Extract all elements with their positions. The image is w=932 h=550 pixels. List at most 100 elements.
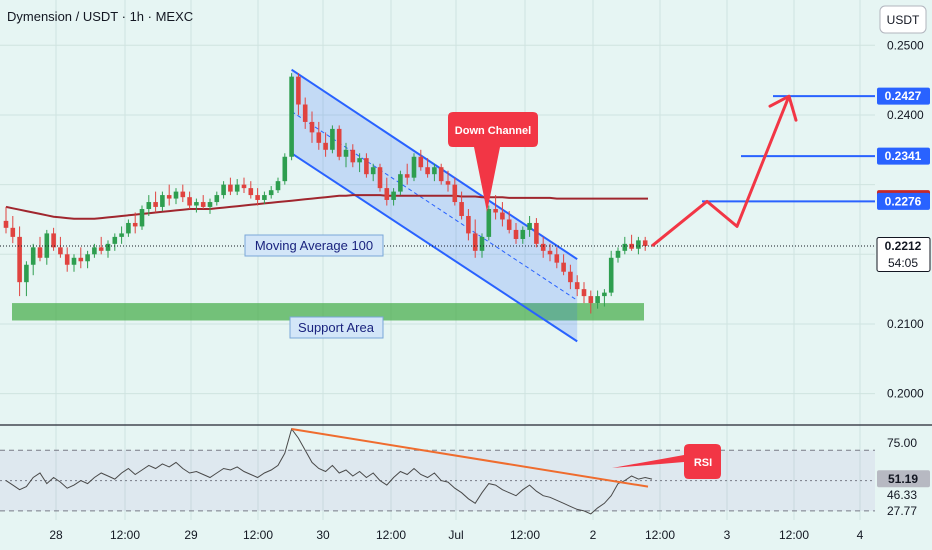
candle-body xyxy=(642,240,648,246)
time-tick-label: Jul xyxy=(448,528,463,542)
candle-body xyxy=(561,262,566,272)
time-tick-label: 29 xyxy=(184,528,198,542)
candle-body xyxy=(500,212,505,220)
candle-body xyxy=(404,174,410,178)
candle xyxy=(636,236,641,255)
candle-body xyxy=(160,195,165,207)
candle xyxy=(187,191,192,210)
candle xyxy=(438,163,444,185)
candle-body xyxy=(234,184,240,192)
candle-body xyxy=(588,296,594,304)
down-channel-callout-label: Down Channel xyxy=(455,125,531,137)
candle xyxy=(194,198,199,213)
candle xyxy=(323,132,328,157)
candle-body xyxy=(194,202,199,206)
candle-body xyxy=(214,195,220,203)
candle xyxy=(85,250,90,269)
candle xyxy=(30,243,36,276)
support-zone-rect xyxy=(12,303,644,321)
rsi-callout-label: RSI xyxy=(694,457,712,469)
support-annotation-box xyxy=(289,316,384,339)
price-tick-label: 0.2100 xyxy=(887,317,924,331)
candle-body xyxy=(221,184,226,196)
support-area-zone xyxy=(12,303,644,321)
candle-body xyxy=(398,174,403,192)
candle-body xyxy=(466,215,471,234)
candle xyxy=(486,205,492,241)
candle-body xyxy=(112,236,118,244)
candle-body xyxy=(493,209,498,213)
candle-body xyxy=(173,191,179,199)
candle-body xyxy=(438,167,444,182)
rsi-callout xyxy=(612,444,721,479)
candle xyxy=(472,219,478,258)
candle xyxy=(139,205,145,230)
candle xyxy=(64,247,70,272)
candle xyxy=(207,198,213,214)
time-tick-label: 28 xyxy=(49,528,63,542)
candle xyxy=(425,158,430,178)
candle-body xyxy=(547,250,553,255)
candle xyxy=(404,163,410,185)
candle xyxy=(608,250,614,297)
candle-body xyxy=(445,181,451,185)
rsi-pane xyxy=(0,427,875,515)
price-tag: 0.2427 xyxy=(877,87,930,105)
candle xyxy=(98,236,104,255)
candle xyxy=(595,290,600,309)
candle-body xyxy=(343,149,349,157)
candle xyxy=(642,236,648,251)
candle xyxy=(234,179,240,196)
candle-body xyxy=(595,296,600,304)
candle-body xyxy=(289,76,294,157)
candle-body xyxy=(153,202,158,207)
candle-body xyxy=(268,190,274,196)
candle-body xyxy=(51,233,56,248)
candle xyxy=(248,181,254,199)
candle xyxy=(275,177,281,193)
candle-body xyxy=(622,243,628,251)
candle xyxy=(534,218,539,248)
candle-body xyxy=(350,149,356,163)
candle-body xyxy=(262,195,267,200)
price-axis[interactable]: 0.2500 0.2400 0.2100 0.2000 0.2427 0.2341 0.22… xyxy=(876,38,931,518)
candle-body xyxy=(574,282,580,290)
candle-body xyxy=(568,271,573,283)
moving-average-100 xyxy=(5,194,648,220)
rsi-current-box xyxy=(877,470,930,488)
candle-body xyxy=(200,202,206,207)
candle-body xyxy=(377,167,383,189)
ma100-line xyxy=(5,194,648,220)
candle-body xyxy=(105,243,111,251)
down-channel-callout xyxy=(448,112,538,212)
candle-body xyxy=(506,219,512,230)
ma-annotation-box xyxy=(244,234,384,257)
currency-badge[interactable]: USDT xyxy=(879,5,927,34)
price-tick-label: 0.2000 xyxy=(887,387,924,401)
candle xyxy=(51,227,56,251)
candle xyxy=(398,170,403,196)
candle xyxy=(493,195,498,220)
candle xyxy=(506,211,512,234)
price-tag: 0.2276 xyxy=(877,192,930,210)
candle-body xyxy=(357,158,362,163)
candle-body xyxy=(608,257,614,293)
candle-body xyxy=(126,222,131,234)
currency-label: USDT xyxy=(887,13,920,27)
time-tick-label: 30 xyxy=(316,528,330,542)
candle xyxy=(357,153,362,173)
candle xyxy=(581,282,587,304)
candle xyxy=(268,186,274,199)
time-axis[interactable]: 28 12:00 29 12:00 30 12:00 Jul 12:00 2 12:00 3 12:0… xyxy=(49,528,863,542)
candle xyxy=(302,97,308,129)
candle xyxy=(384,177,390,206)
candle xyxy=(561,254,566,276)
candle-body xyxy=(452,184,458,203)
candle-body xyxy=(479,236,485,251)
candle xyxy=(221,181,226,199)
candle xyxy=(173,188,179,205)
projection-path xyxy=(651,94,798,248)
candle xyxy=(180,184,186,203)
